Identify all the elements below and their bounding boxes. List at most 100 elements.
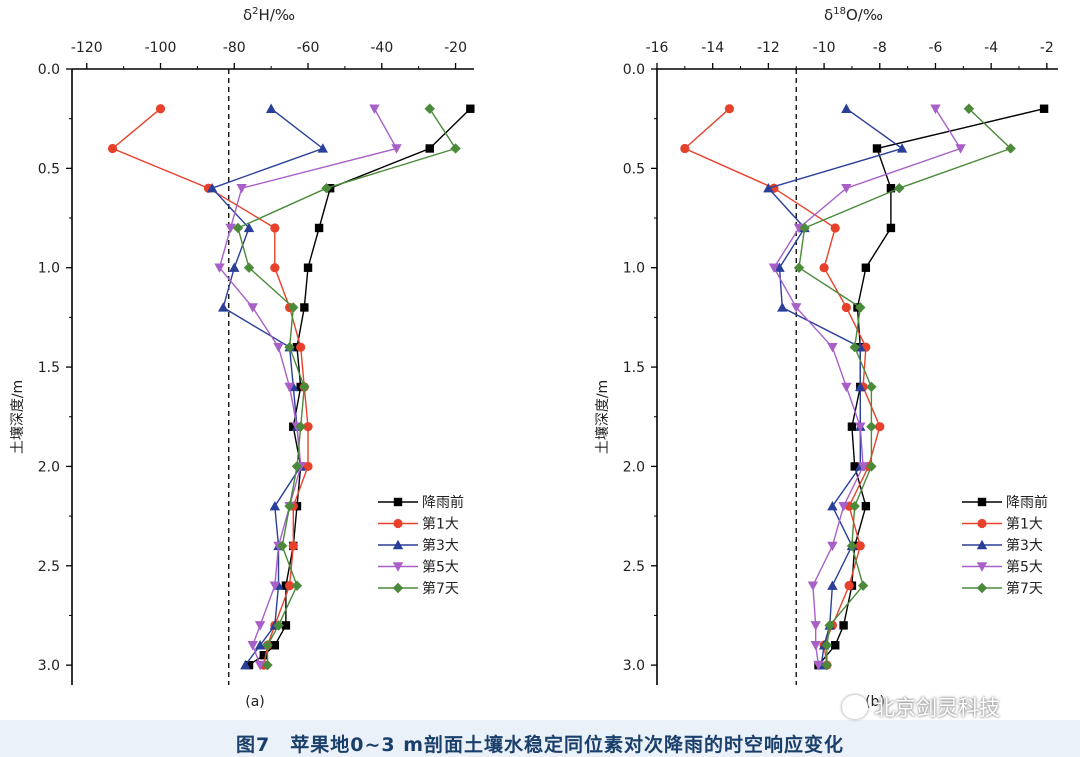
- data-point: [872, 144, 882, 153]
- data-point: [810, 621, 821, 631]
- y-tick-label: 1.5: [623, 360, 645, 376]
- data-point: [369, 104, 380, 114]
- y-axis-label: 土壤深度/m: [594, 380, 611, 454]
- data-point: [288, 302, 299, 313]
- data-point: [768, 263, 780, 273]
- panel-a: -120 -100 -80 -60 -40 -20 0.0 0.5 1.0 1.5 2.0 2.5 3.…: [9, 6, 475, 710]
- data-point: [247, 641, 258, 651]
- data-point: [273, 620, 284, 631]
- data-point: [963, 103, 975, 114]
- data-point: [284, 581, 295, 591]
- x-tick-label: -20: [444, 40, 467, 56]
- data-point: [229, 262, 240, 272]
- y-tick-label: 2.5: [623, 559, 645, 575]
- x-tick-label: -80: [223, 40, 246, 56]
- data-point: [225, 223, 236, 234]
- series-line: [237, 108, 457, 666]
- data-point: [277, 540, 288, 552]
- data-point: [896, 143, 908, 153]
- series-line: [218, 108, 398, 666]
- data-point: [839, 621, 848, 630]
- data-point: [269, 500, 281, 511]
- data-point: [827, 342, 838, 353]
- y-tick-label: 3.0: [623, 658, 645, 674]
- data-point: [857, 462, 869, 472]
- data-point: [810, 641, 821, 651]
- data-point: [240, 659, 251, 670]
- legend-marker: [976, 582, 988, 594]
- data-point: [821, 659, 833, 671]
- data-point: [270, 223, 280, 233]
- x-tick-label: -2: [1040, 40, 1054, 56]
- y-tick-label: 2.0: [38, 459, 60, 475]
- y-tick-label: 0.5: [38, 161, 60, 177]
- data-point: [855, 541, 865, 551]
- data-point: [236, 184, 247, 194]
- data-point: [955, 144, 966, 154]
- watermark-text: 北京剑灵科技: [874, 696, 1000, 720]
- data-point: [269, 581, 281, 591]
- data-point: [218, 302, 229, 312]
- data-point: [295, 421, 306, 432]
- data-point: [1039, 104, 1049, 113]
- panel-label: (a): [245, 694, 265, 710]
- data-point: [303, 263, 313, 272]
- data-point: [243, 262, 255, 273]
- data-point: [450, 143, 461, 154]
- data-point: [793, 262, 805, 273]
- data-point: [855, 422, 866, 432]
- legend-label: 降雨前: [1006, 494, 1048, 511]
- legend-label: 第3大: [422, 537, 459, 554]
- x-tick-label: -60: [297, 40, 320, 56]
- data-point: [284, 382, 295, 393]
- data-point: [849, 500, 860, 512]
- data-point: [875, 422, 885, 432]
- legend-marker: [392, 562, 404, 572]
- data-point: [841, 382, 852, 393]
- y-tick-label: 2.0: [623, 459, 645, 475]
- data-point: [424, 103, 435, 114]
- data-point: [841, 302, 851, 313]
- data-point: [262, 640, 273, 651]
- legend-marker: [393, 518, 403, 529]
- data-point: [247, 303, 258, 313]
- data-point: [824, 620, 835, 631]
- legend-marker: [392, 582, 404, 594]
- y-axis-label: 土壤深度/m: [9, 380, 26, 454]
- y-tick-label: 1.0: [623, 261, 645, 277]
- data-point: [841, 184, 852, 194]
- data-point: [841, 103, 852, 113]
- series-line: [798, 108, 1013, 666]
- x-tick-label: -6: [928, 40, 942, 56]
- figure-caption: 图7 苹果地0~3 m剖面土壤水稳定同位素对次降雨的时空响应变化: [236, 734, 844, 756]
- data-point: [284, 341, 295, 353]
- data-point: [155, 104, 166, 114]
- data-point: [262, 659, 273, 671]
- x-tick-label: -4: [984, 40, 998, 56]
- data-point: [259, 650, 268, 660]
- data-point: [827, 500, 838, 511]
- data-point: [321, 183, 332, 194]
- data-point: [894, 183, 905, 194]
- legend-label: 第7天: [422, 580, 459, 597]
- data-point: [254, 621, 266, 631]
- data-point: [819, 263, 829, 273]
- wechat-icon: [842, 695, 868, 719]
- legend-marker: [976, 539, 988, 550]
- data-point: [866, 461, 877, 472]
- data-point: [886, 223, 896, 233]
- y-tick-label: 1.5: [38, 360, 60, 376]
- data-point: [299, 381, 310, 393]
- watermark: 北京剑灵科技: [842, 692, 1000, 722]
- data-point: [866, 381, 877, 393]
- data-point: [296, 342, 306, 352]
- data-point: [791, 303, 802, 313]
- x-tick-label: -100: [145, 40, 177, 56]
- y-tick-label: 1.0: [38, 261, 60, 277]
- x-tick-label: -120: [71, 40, 103, 56]
- data-point: [846, 540, 858, 552]
- data-point: [254, 660, 266, 671]
- data-point: [847, 422, 857, 431]
- legend-label: 降雨前: [422, 494, 464, 511]
